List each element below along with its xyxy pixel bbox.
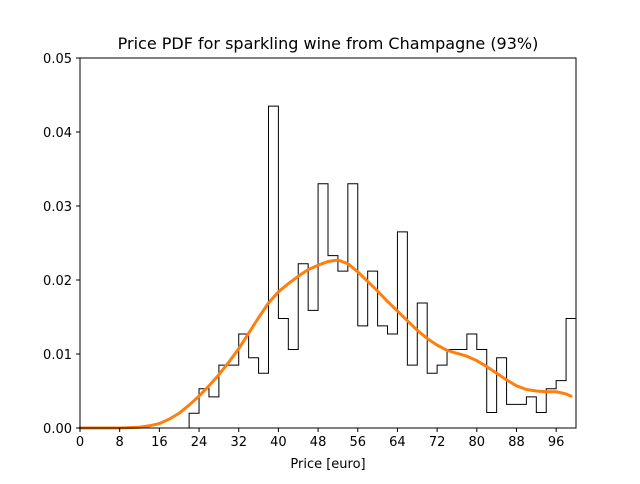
histogram-bar <box>536 412 546 428</box>
histogram-outline <box>188 105 577 428</box>
histogram-bar <box>308 310 318 428</box>
histogram-bar <box>378 326 388 428</box>
histogram-bar <box>516 404 526 428</box>
x-tick-label: 80 <box>469 435 486 450</box>
histogram-bar <box>417 303 427 428</box>
histogram-bar <box>328 256 338 428</box>
histogram-bar <box>397 232 407 428</box>
histogram-bar <box>526 397 536 428</box>
histogram-bar <box>368 271 378 428</box>
histogram-bar <box>447 350 457 428</box>
x-axis-ticks: 0 8 16 24 32 40 48 56 64 72 80 88 96 <box>76 428 565 450</box>
x-tick-label: 16 <box>151 435 168 450</box>
y-tick-label: 0.03 <box>43 200 72 215</box>
x-tick-label: 72 <box>429 435 446 450</box>
histogram-bar <box>229 365 239 428</box>
x-tick-label: 96 <box>548 435 565 450</box>
histogram-bar <box>259 373 269 428</box>
x-tick-label: 0 <box>76 435 84 450</box>
histogram-bar <box>298 264 308 428</box>
histogram-bar <box>338 271 348 428</box>
histogram-bar <box>467 334 477 428</box>
y-tick-label: 0.01 <box>43 348 72 363</box>
x-tick-label: 40 <box>270 435 287 450</box>
y-tick-label: 0.02 <box>43 274 72 289</box>
histogram-bar <box>566 318 576 428</box>
histogram-bar <box>209 397 219 428</box>
x-axis-label: Price [euro] <box>290 457 365 472</box>
x-tick-label: 64 <box>389 435 406 450</box>
histogram-bar <box>457 350 467 428</box>
histogram-bar <box>249 358 259 428</box>
histogram-bar <box>407 365 417 428</box>
histogram-bar <box>556 381 566 428</box>
histogram-bar <box>546 389 556 428</box>
histogram-bar <box>507 404 517 428</box>
histogram-bar <box>427 373 437 428</box>
histogram-bar <box>348 184 358 428</box>
histogram-bar <box>318 184 328 428</box>
kde-layer <box>78 258 573 430</box>
histogram-bar <box>189 413 199 428</box>
histogram-layer <box>188 105 577 428</box>
plot-frame <box>79 57 577 429</box>
histogram-bar <box>388 334 398 428</box>
x-tick-label: 56 <box>349 435 366 450</box>
chart-title: Price PDF for sparkling wine from Champa… <box>118 34 539 53</box>
x-tick-label: 48 <box>310 435 327 450</box>
x-tick-label: 8 <box>116 435 124 450</box>
x-tick-label: 32 <box>230 435 247 450</box>
y-tick-label: 0.05 <box>43 52 72 67</box>
x-tick-label: 88 <box>508 435 525 450</box>
kde-line <box>78 258 573 430</box>
histogram-bar <box>358 326 368 428</box>
y-tick-label: 0.04 <box>43 126 72 141</box>
histogram-bar <box>278 318 288 428</box>
y-axis-ticks: 0.00 0.01 0.02 0.03 0.04 0.05 <box>43 52 80 437</box>
histogram-bar <box>497 358 507 428</box>
x-tick-label: 24 <box>191 435 208 450</box>
histogram-bar <box>288 350 298 428</box>
y-tick-label: 0.00 <box>43 422 72 437</box>
histogram-bar <box>268 106 278 428</box>
histogram-bar <box>487 412 497 428</box>
histogram-bar <box>437 365 447 428</box>
